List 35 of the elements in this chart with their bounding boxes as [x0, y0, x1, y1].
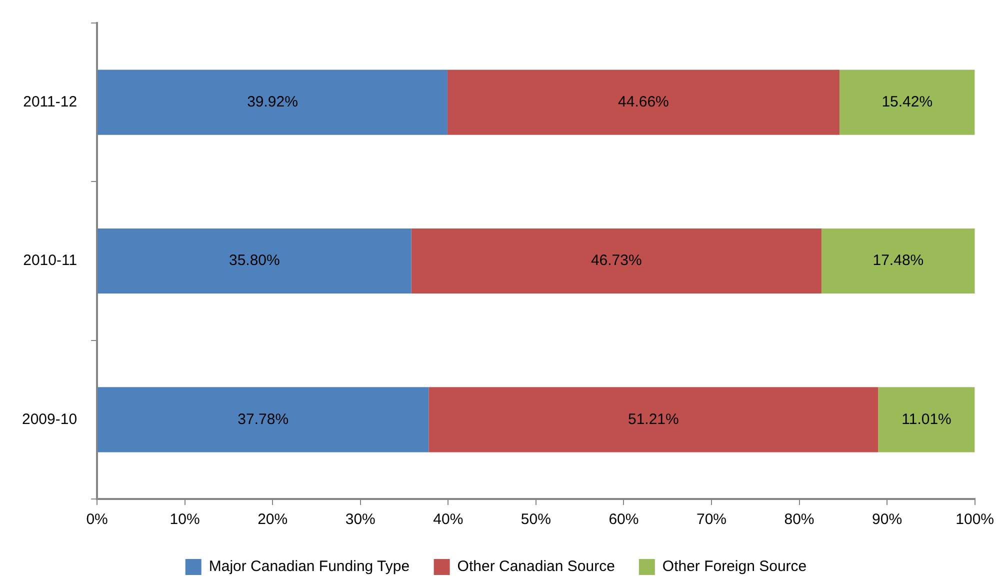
data-label: 15.42% [882, 93, 933, 110]
x-tick-label: 80% [784, 511, 814, 528]
x-tick-label: 30% [345, 511, 376, 528]
data-label: 17.48% [872, 252, 924, 270]
x-tick-label: 50% [520, 511, 551, 528]
y-tick-label: 2010-11 [23, 252, 78, 270]
x-tick-label: 40% [433, 511, 464, 528]
bar [98, 70, 448, 135]
data-label: 35.80% [228, 252, 280, 270]
x-tick-label: 70% [696, 511, 727, 528]
y-tick-label: 2009-10 [22, 410, 78, 428]
x-tick-label: 0% [86, 511, 108, 528]
data-label: 44.66% [618, 93, 669, 110]
x-tick-label: 10% [170, 511, 200, 528]
bar [839, 70, 975, 135]
bar [878, 387, 975, 452]
legend-label: Other Canadian Source [457, 558, 615, 576]
bar [98, 387, 429, 452]
x-tick-label: 90% [872, 511, 902, 528]
x-tick-label: 60% [608, 511, 639, 528]
bar [447, 70, 840, 135]
data-label: 51.21% [628, 410, 679, 428]
x-tick-label: 20% [258, 511, 288, 528]
data-label: 39.92% [247, 93, 298, 110]
legend-label: Major Canadian Funding Type [208, 558, 410, 576]
data-label: 37.78% [238, 410, 289, 428]
x-tick-label: 100% [956, 511, 994, 528]
bar [821, 228, 975, 294]
bar [98, 228, 412, 294]
y-tick-label: 2011-12 [23, 93, 78, 110]
data-label: 11.01% [902, 410, 952, 428]
bar [428, 387, 878, 452]
legend-label: Other Foreign Source [662, 558, 807, 576]
bar [411, 228, 822, 294]
data-label: 46.73% [590, 252, 642, 270]
